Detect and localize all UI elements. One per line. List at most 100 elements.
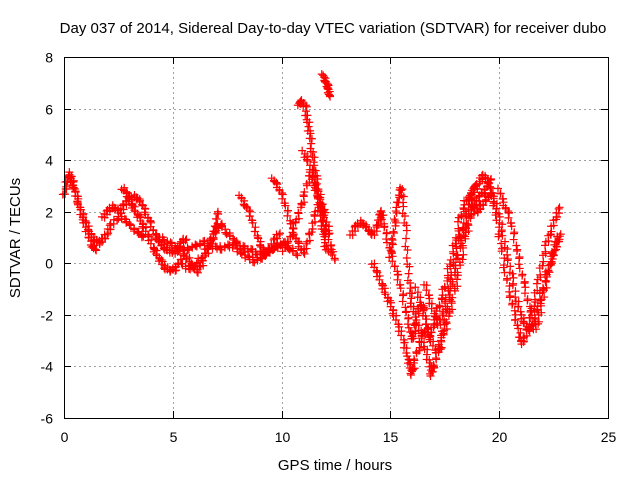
data-point [92,246,101,255]
data-point [67,172,76,181]
data-point [399,202,408,211]
data-point [489,201,498,210]
data-point [197,254,206,263]
data-point [278,194,287,203]
data-point [492,216,501,225]
data-point [421,320,430,329]
data-point [316,198,325,207]
data-point [386,246,395,255]
data-point [437,331,446,340]
y-tick-label: -6 [41,411,54,427]
grid-lines [64,57,608,418]
x-tick-label: 25 [601,429,617,445]
plot-frame [64,57,609,419]
data-point [422,286,431,295]
data-point [545,268,554,277]
data-points [58,70,565,380]
data-point [182,235,191,244]
series-track [457,170,564,349]
data-point [542,283,551,292]
x-axis-title: GPS time / hours [278,457,392,474]
data-point [410,355,419,364]
data-point [118,201,127,210]
data-point [523,296,532,305]
series-track [178,219,302,274]
data-point [388,236,397,245]
data-point [497,239,506,248]
data-point [536,299,545,308]
data-point [402,234,411,243]
data-point [389,227,398,236]
data-point [283,211,292,220]
data-point [398,185,407,194]
data-point [62,182,71,191]
series-track [494,184,565,334]
data-point [440,297,449,306]
data-point [84,225,93,234]
data-point [303,156,312,165]
data-point [292,250,301,259]
data-point [491,211,500,220]
data-point [452,242,461,251]
data-point [232,238,241,247]
data-point [516,328,525,337]
data-point [91,245,100,254]
data-point [454,224,463,233]
data-point [301,107,310,116]
data-point [429,361,438,370]
axis-ticks [64,57,609,419]
data-point [504,213,513,222]
data-point [398,297,407,306]
y-tick-label: 8 [45,50,53,66]
y-tick-label: 4 [45,153,53,169]
data-point [211,214,220,223]
data-point [544,266,553,275]
data-point [405,262,414,271]
data-point [390,215,399,224]
data-point [540,293,549,302]
data-point [248,218,257,227]
data-point [380,288,389,297]
data-point [390,228,399,237]
data-point [374,220,383,229]
data-point [71,187,80,196]
data-point [514,260,523,269]
data-point [307,139,316,148]
data-point [275,230,284,239]
series-track [298,146,334,238]
data-point [307,134,316,143]
y-tick-label: 2 [45,205,53,221]
data-point [499,263,508,272]
data-point [400,211,409,220]
data-point [380,223,389,232]
data-point [390,262,399,271]
data-point [424,333,433,342]
data-point [65,168,74,177]
x-tick-label: 10 [275,429,291,445]
data-point [500,254,509,263]
y-tick-label: -4 [41,359,54,375]
data-point [403,246,412,255]
data-point [452,255,461,264]
data-point [309,148,318,157]
y-axis-title: SDTVAR / TECUs [7,178,24,298]
data-point [420,305,429,314]
data-point [387,247,396,256]
data-point [428,367,437,376]
data-point [497,247,506,256]
data-point [319,213,328,222]
data-point [378,211,387,220]
data-point [69,183,78,192]
data-point [377,206,386,215]
x-tick-label: 20 [492,429,508,445]
data-point [434,340,443,349]
data-point [409,334,418,343]
data-point [457,211,466,220]
data-point [486,184,495,193]
data-point [310,153,319,162]
y-tick-label: 0 [45,256,53,272]
data-point [302,102,311,111]
data-point [435,301,444,310]
data-point [512,247,521,256]
